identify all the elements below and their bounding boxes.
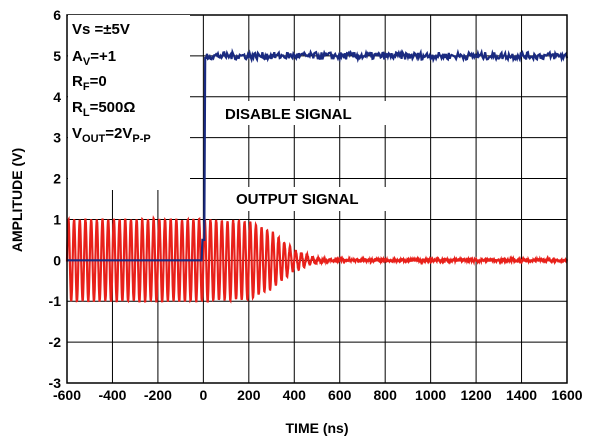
tick-labels: -600 -400 -200 0 200 400 600 800 1000 1200 1400 160… [49,7,583,403]
y-tick-label: 0 [53,252,61,268]
x-tick-label: -600 [53,387,81,403]
disable-label-bg [222,101,386,125]
legend-rf: RF=0 [72,73,107,93]
x-tick-label: 1400 [506,387,537,403]
series-output-signal [65,215,568,304]
x-tick-label: 600 [328,387,352,403]
output-label-bg [232,187,390,211]
legend-rl: RL=500Ω [72,99,135,119]
y-tick-label: 6 [53,7,61,23]
x-tick-label: -200 [144,387,172,403]
series-disable-signal [67,47,569,262]
y-tick-label: 5 [53,48,61,64]
condition-legend: Vs =±5V AV=+1 RF=0 RL=500Ω VOUT=2VP-P [68,15,190,190]
y-tick-label: 4 [53,89,61,105]
y-tick-label: 3 [53,130,61,146]
legend-vout: VOUT=2VP-P [72,125,151,145]
legend-box [68,15,190,190]
y-axis-title: AMPLITUDE (V) [9,148,25,252]
x-tick-label: 0 [199,387,207,403]
x-axis-title: TIME (ns) [286,420,349,436]
y-tick-label: -3 [49,375,62,391]
y-tick-label: 1 [53,211,61,227]
x-tick-label: 1600 [551,387,582,403]
x-tick-label: -400 [98,387,126,403]
annotation-output-signal: OUTPUT SIGNAL [236,191,359,208]
plot-frame [66,14,568,384]
x-tick-label: 800 [374,387,398,403]
annotation-disable-signal: DISABLE SIGNAL [225,106,352,123]
legend-av: AV=+1 [72,48,116,68]
x-tick-label: 1200 [461,387,492,403]
x-tick-label: 200 [237,387,261,403]
y-tick-label: -1 [49,293,62,309]
series-layer [65,47,569,304]
x-tick-label: 400 [283,387,307,403]
legend-vs: Vs =±5V [72,21,130,38]
y-tick-label: 2 [53,171,61,187]
y-tick-label: -2 [49,334,62,350]
x-tick-label: 1000 [415,387,446,403]
